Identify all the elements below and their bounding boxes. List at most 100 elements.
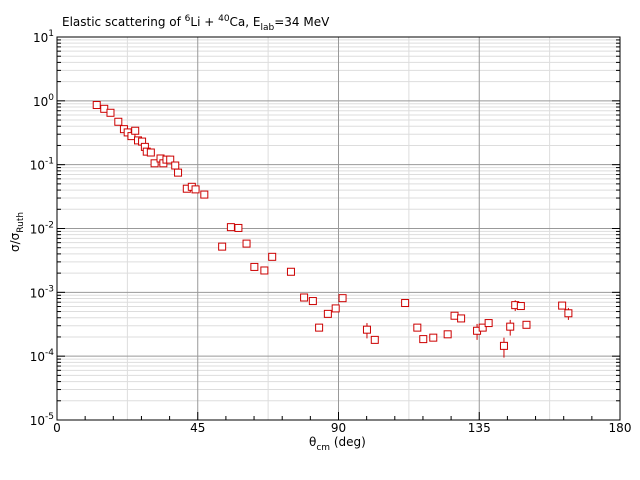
y-axis-label-main: σ/σ (8, 232, 22, 252)
data-point (174, 168, 183, 177)
point-marker (200, 190, 209, 199)
title-suffix: =34 MeV (274, 15, 330, 29)
data-point (250, 262, 259, 271)
y-tick-label: 10-5 (30, 412, 54, 428)
data-point (478, 323, 487, 332)
point-marker (413, 323, 422, 332)
data-point (499, 337, 508, 358)
point-marker (308, 297, 317, 306)
data-point (331, 304, 340, 313)
point-marker (286, 267, 295, 276)
data-point (308, 297, 317, 306)
point-marker (131, 126, 140, 135)
x-axis-label-suffix: (deg) (330, 435, 366, 449)
point-marker (106, 108, 115, 117)
axis-ticks (56, 36, 621, 421)
point-marker (323, 309, 332, 318)
y-tick-labels: 101 100 10-1 10-2 10-3 10-4 10-5 (30, 29, 55, 428)
title-e-sub: lab (261, 23, 275, 33)
point-marker (401, 299, 410, 308)
data-point (443, 330, 452, 339)
data-point (191, 185, 200, 194)
data-point (429, 333, 438, 342)
point-marker (174, 168, 183, 177)
title-li-mass: 6 (185, 14, 191, 24)
data-point (234, 223, 243, 232)
data-point (146, 148, 155, 157)
x-tick-label: 90 (331, 421, 346, 435)
data-point (506, 319, 515, 336)
x-axis-label: θcm (deg) (309, 435, 366, 453)
x-tick-label: 0 (53, 421, 61, 435)
point-marker (150, 159, 159, 168)
point-marker (234, 223, 243, 232)
data-point (450, 311, 459, 320)
data-point (171, 161, 180, 170)
y-tick-label: 100 (33, 93, 54, 109)
point-marker (146, 148, 155, 157)
point-marker (331, 304, 340, 313)
title-ca-mass: 40 (218, 14, 230, 24)
data-point (286, 267, 295, 276)
data-point (516, 302, 525, 311)
point-marker (92, 101, 101, 110)
data-point (200, 190, 209, 199)
point-marker (166, 155, 175, 164)
point-marker (218, 242, 227, 251)
data-point (564, 307, 573, 320)
data-point (300, 293, 309, 302)
x-axis-label-sub: cm (316, 443, 330, 453)
point-marker (516, 302, 525, 311)
title-li: Li + (190, 15, 218, 29)
data-point (268, 252, 277, 261)
title-ca: Ca, E (230, 15, 261, 29)
data-point (338, 294, 347, 303)
point-marker (191, 185, 200, 194)
point-marker (506, 322, 515, 331)
point-marker (450, 311, 459, 320)
data-point (131, 126, 140, 135)
data-point (323, 309, 332, 318)
y-axis-label: σ/σRuth (8, 212, 26, 252)
data-point (218, 242, 227, 251)
point-marker (250, 262, 259, 271)
data-point (484, 319, 493, 328)
point-marker (419, 335, 428, 344)
x-axis-label-main: θ (309, 435, 316, 449)
point-marker (268, 252, 277, 261)
data-point (558, 301, 567, 310)
data-points (92, 101, 573, 358)
x-tick-label: 45 (190, 421, 205, 435)
data-point (419, 335, 428, 344)
chart-title: Elastic scattering of 6Li + 40Ca, Elab=3… (62, 14, 330, 33)
point-marker (564, 309, 573, 318)
point-marker (114, 117, 123, 126)
point-marker (300, 293, 309, 302)
point-marker (478, 323, 487, 332)
point-marker (315, 323, 324, 332)
y-tick-label: 101 (33, 29, 54, 45)
data-point (457, 314, 466, 323)
y-tick-label: 10-1 (30, 157, 54, 173)
data-point (260, 266, 269, 275)
point-marker (362, 325, 371, 334)
data-point (226, 223, 235, 232)
x-tick-label: 180 (609, 421, 632, 435)
data-point (242, 239, 251, 248)
point-marker (171, 161, 180, 170)
point-marker (558, 301, 567, 310)
y-tick-label: 10-2 (30, 221, 54, 237)
data-point (522, 320, 531, 329)
data-point (166, 155, 175, 164)
point-marker (484, 319, 493, 328)
data-point (92, 101, 101, 110)
point-marker (429, 333, 438, 342)
point-marker (522, 320, 531, 329)
point-marker (242, 239, 251, 248)
data-point (150, 159, 159, 168)
point-marker (226, 223, 235, 232)
point-marker (443, 330, 452, 339)
data-point (114, 117, 123, 126)
y-tick-label: 10-3 (30, 284, 54, 300)
